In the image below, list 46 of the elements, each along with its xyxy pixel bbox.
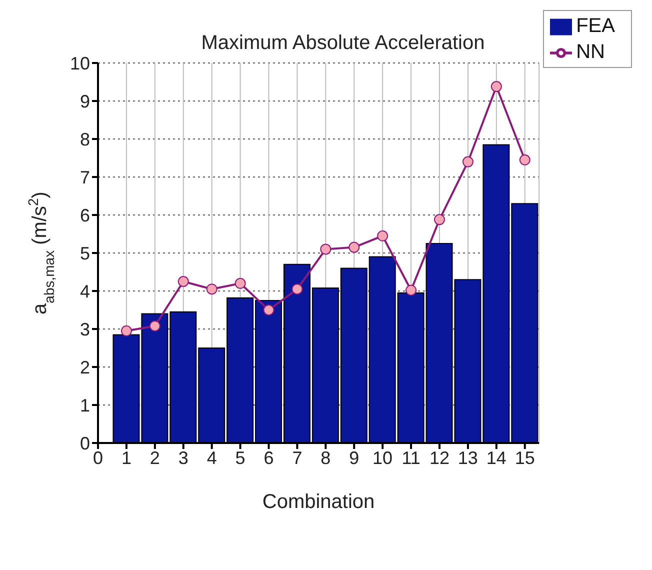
y-tick-label: 2 [80,357,90,378]
x-tick-label: 5 [235,448,246,468]
x-tick-label: 1 [121,448,132,468]
x-tick-label: 10 [372,448,393,468]
chart-title: Maximum Absolute Acceleration [201,32,485,54]
x-tick-label: 14 [486,448,506,468]
y-tick-label: 10 [70,53,90,74]
y-tick-label: 4 [80,281,90,302]
point [377,230,388,242]
x-tick-label: 2 [150,448,160,468]
point [434,214,445,226]
x-tick-label: 0 [92,448,104,468]
point [206,284,218,295]
point [292,284,303,295]
x-tick-label: 15 [514,448,535,468]
x-tick-label: 3 [178,448,188,468]
x-tick-label: 4 [206,448,217,468]
y-tick-label: 8 [80,129,90,150]
y-tick-label: 5 [80,243,90,264]
y-tick-label: 1 [80,395,90,416]
point [234,278,246,289]
y-tick-label: 0 [80,433,90,454]
point [519,154,530,166]
x-axis-title: Combination [262,491,375,513]
x-tick-label: 9 [349,448,360,468]
y-tick-label: 3 [80,319,90,340]
point [120,325,132,336]
x-tick-label: 7 [292,448,302,468]
legend-label: FEA [576,15,615,37]
point [490,81,502,92]
point [462,156,474,168]
y-tick-label: 7 [80,167,90,188]
point [406,284,417,296]
x-tick-label: 6 [264,448,274,468]
x-tick-label: 11 [402,448,420,468]
point [263,304,274,316]
point [348,242,360,253]
legend-label: NN [576,41,605,63]
x-tick-label: 12 [429,448,450,468]
y-tick-label: 6 [80,205,90,226]
x-tick-label: 13 [458,448,478,468]
point [149,320,160,332]
point [320,244,332,255]
point [178,276,189,287]
y-tick-label: 9 [80,91,90,112]
x-tick-label: 8 [320,448,331,468]
